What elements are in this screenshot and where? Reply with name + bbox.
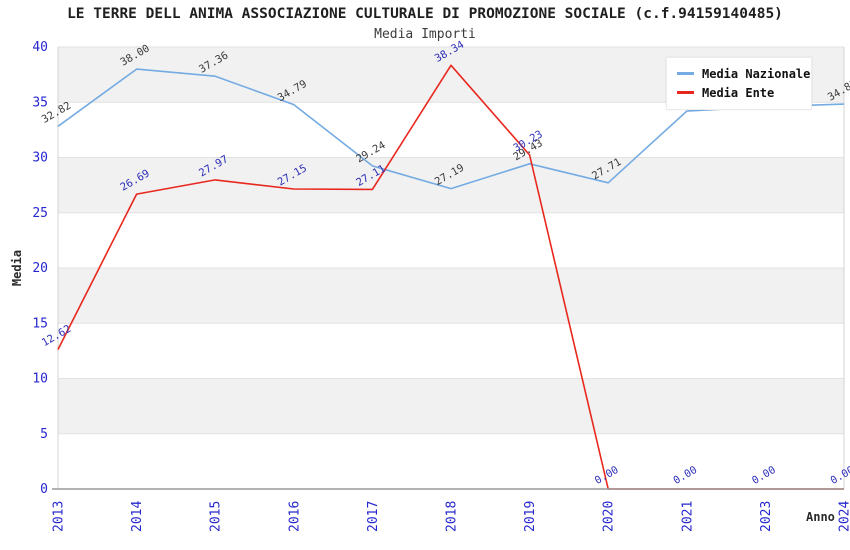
y-tick-label: 5 — [40, 427, 48, 442]
y-tick-label: 10 — [32, 372, 48, 387]
y-tick-label: 35 — [32, 95, 48, 110]
grid-band — [58, 323, 844, 379]
y-tick-label: 20 — [32, 261, 48, 276]
legend-swatch-nazionale-icon — [677, 72, 694, 75]
chart-subtitle: Media Importi — [374, 27, 476, 42]
x-tick-label: 2013 — [52, 501, 67, 532]
y-tick-label: 0 — [40, 482, 48, 497]
x-tick-label: 2017 — [366, 501, 381, 532]
chart-title: LE TERRE DELL ANIMA ASSOCIAZIONE CULTURA… — [67, 6, 783, 22]
grid-band — [58, 102, 844, 158]
grid-band — [58, 157, 844, 213]
x-tick-label: 2018 — [445, 501, 460, 532]
x-tick-label: 2015 — [209, 501, 224, 532]
x-tick-label: 2021 — [680, 501, 695, 532]
legend-label-ente: Media Ente — [702, 85, 775, 100]
legend-item-media-nazionale: Media Nazionale — [677, 64, 810, 83]
x-tick-label: 2024 — [838, 501, 850, 532]
grid-band — [58, 378, 844, 434]
legend-swatch-ente-icon — [677, 91, 694, 94]
x-tick-label: 2016 — [287, 501, 302, 532]
grid-band — [58, 212, 844, 268]
y-tick-label: 40 — [32, 40, 48, 55]
legend-label-nazionale: Media Nazionale — [702, 66, 811, 81]
x-tick-label: 2023 — [759, 501, 774, 532]
x-tick-label: 2019 — [523, 501, 538, 532]
grid-band — [58, 268, 844, 324]
legend-item-media-ente: Media Ente — [677, 83, 801, 102]
legend: Media Nazionale Media Ente — [666, 57, 812, 110]
x-axis-title: Anno — [806, 510, 835, 524]
y-tick-label: 15 — [32, 316, 48, 331]
y-tick-label: 25 — [32, 206, 48, 221]
x-tick-label: 2014 — [130, 501, 145, 532]
grid-band — [58, 433, 844, 489]
y-axis-title: Media — [10, 249, 24, 287]
x-tick-label: 2020 — [602, 501, 617, 532]
y-tick-label: 30 — [32, 151, 48, 166]
